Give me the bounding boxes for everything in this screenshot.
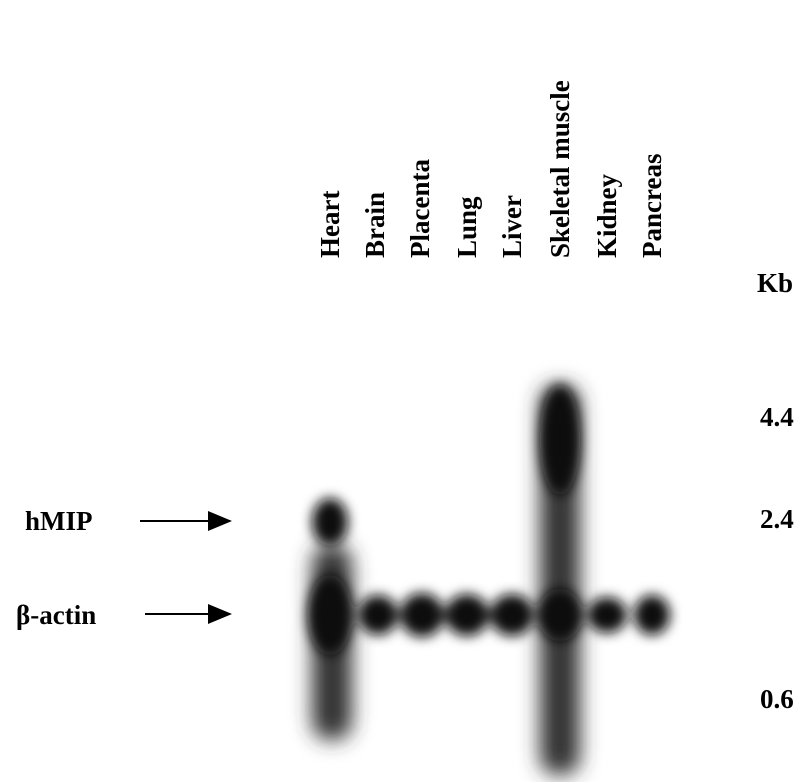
lane-label: Kidney (592, 173, 622, 258)
lane-label: Placenta (405, 159, 435, 258)
marker-label: 2.4 (760, 504, 794, 534)
band-label: hMIP (25, 506, 93, 536)
lane-label: Pancreas (637, 154, 667, 258)
actin-band (445, 594, 489, 636)
muscle-band (540, 385, 580, 495)
lane-label: Lung (452, 196, 482, 258)
actin-band (308, 575, 352, 655)
actin-band (490, 594, 534, 636)
lane-label: Brain (360, 192, 390, 258)
lane-label: Heart (315, 191, 345, 258)
blot (308, 385, 670, 775)
unit-label: Kb (757, 268, 793, 298)
lane-label: Liver (497, 195, 527, 258)
lane-labels: Heart Brain Placenta Lung Liver Skeletal musc… (315, 80, 667, 258)
hmip-band (312, 498, 348, 546)
actin-band (400, 593, 444, 637)
actin-band (538, 589, 582, 641)
marker-label: 0.6 (760, 684, 794, 714)
lane-label: Skeletal muscle (545, 80, 575, 258)
actin-band (358, 595, 398, 635)
actin-band (587, 597, 627, 633)
band-label: β-actin (16, 600, 96, 630)
marker-label: 4.4 (760, 402, 794, 432)
actin-band (634, 595, 670, 635)
